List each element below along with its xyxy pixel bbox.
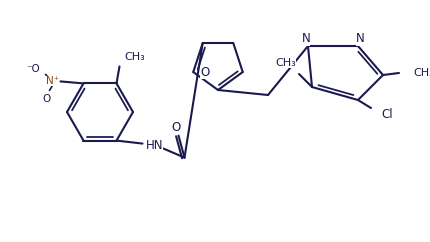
Text: CH₃: CH₃: [276, 58, 296, 68]
Text: N: N: [356, 32, 364, 45]
Text: N⁺: N⁺: [46, 76, 59, 86]
Text: O: O: [172, 121, 181, 134]
Text: O: O: [43, 94, 51, 104]
Text: ⁻O: ⁻O: [27, 64, 40, 75]
Text: N: N: [301, 32, 310, 45]
Text: CH₃: CH₃: [413, 68, 430, 78]
Text: HN: HN: [146, 139, 163, 152]
Text: CH₃: CH₃: [125, 53, 145, 62]
Text: O: O: [200, 66, 209, 79]
Text: Cl: Cl: [381, 108, 393, 121]
